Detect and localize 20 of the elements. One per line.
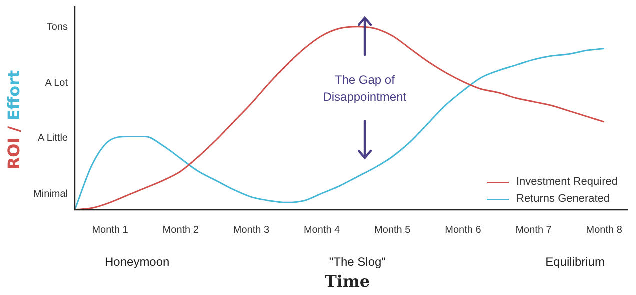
x-axis-title: Time [324,272,372,291]
text: A Little [38,133,68,144]
text: "The Slog" [329,255,386,269]
annotation: The Gap of Disappointment [322,72,408,105]
text: A Lot [45,78,68,89]
text: Honeymoon [105,255,170,269]
x-tick-label: Month 4 [304,224,341,236]
text: Tons [46,22,68,33]
x-tick-label: Month 8 [586,224,623,236]
text: Equilibrium [546,255,605,269]
legend-label: Investment Required [516,176,618,188]
x-tick-label: Month 1 [92,224,129,236]
y-axis-title: ROI / Effort [4,70,24,170]
x-tick-label: Month 6 [445,224,482,236]
text: Minimal [34,188,68,200]
x-tick-label: Month 3 [233,224,270,236]
x-tick-label: Month 2 [162,224,200,236]
x-tick-label: Month 7 [516,224,552,236]
x-tick-label: Month 5 [374,224,412,236]
legend-label: Returns Generated [516,193,610,205]
